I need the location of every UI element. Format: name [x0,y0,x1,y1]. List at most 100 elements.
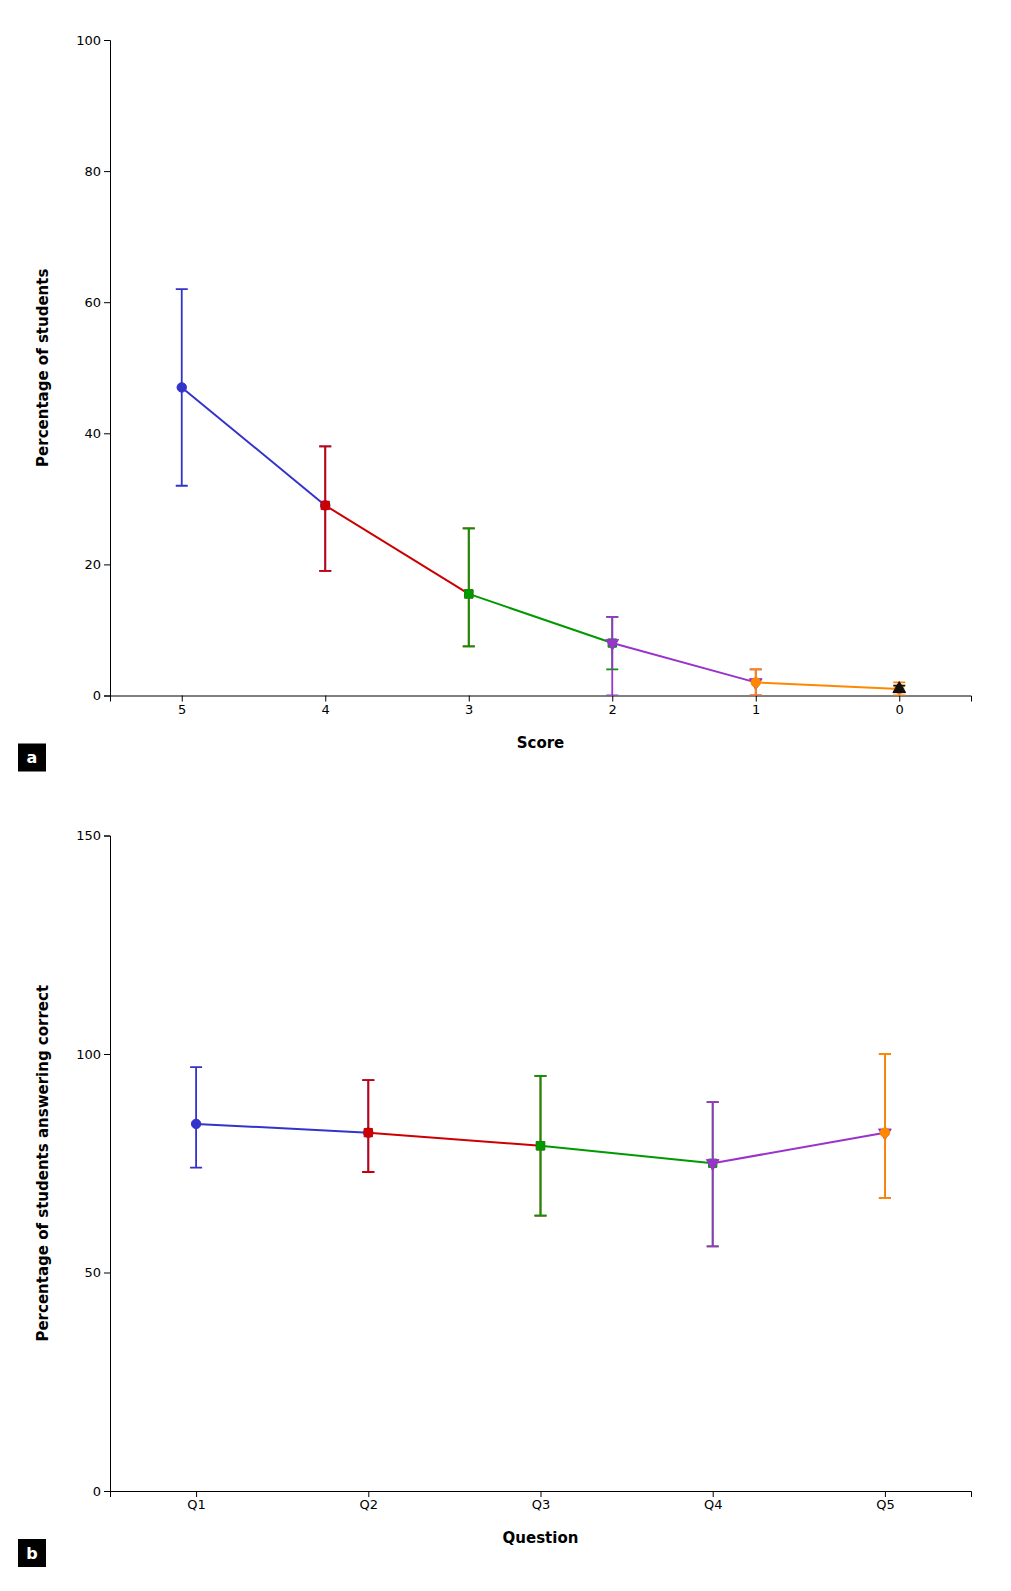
y-axis-line [104,836,111,1492]
y-axis: 050100150 [76,828,110,1498]
y-tick-label: 50 [84,1265,101,1280]
y-axis-title: Percentage of students [34,269,52,467]
point [465,590,473,598]
x-tick-mark [182,696,183,702]
y-axis: 0 20 40 60 80 100 [76,33,110,704]
point [364,1128,373,1137]
y-tick-mark [104,564,110,565]
x-tick-mark [541,1491,542,1497]
x-tick: Q1 [187,1491,206,1512]
x-tick: Q4 [704,1491,723,1512]
x-tick-label: Q4 [704,1497,723,1512]
error-bar [750,669,762,695]
point [321,501,329,509]
panel-label: b [26,1544,37,1563]
error-bar [176,289,188,486]
y-tick-mark [104,171,110,172]
error-bar [535,1076,547,1216]
y-tick: 150 [76,828,110,843]
error-bar [463,528,475,646]
x-tick-mark [756,696,757,702]
y-tick-label: 20 [84,557,101,572]
x-tick-mark [885,1491,886,1497]
y-tick: 100 [76,33,110,48]
panel: Q1Q2Q3Q4Q5050100150QuestionPercentage of… [18,828,972,1567]
x-tick-label: 5 [178,702,186,717]
x-axis: 543210 [111,696,972,717]
series-line [713,1133,885,1164]
point [880,1128,889,1137]
y-tick: 60 [84,295,110,310]
y-axis-line [104,41,111,697]
point [706,1160,719,1171]
y-tick: 50 [84,1265,110,1280]
error-bar [893,682,905,695]
figure: 543210020406080100ScorePercentage of stu… [0,0,1011,1591]
error-bar [190,1067,202,1168]
point [893,682,906,693]
series [750,669,906,695]
y-tick: 20 [84,557,110,572]
y-tick: 80 [84,164,110,179]
x-tick-label: Q5 [876,1497,895,1512]
x-axis-title: Score [517,734,565,752]
panel: 543210020406080100ScorePercentage of stu… [18,33,972,772]
series [463,528,619,669]
series [706,1054,891,1246]
series-line [325,505,469,593]
point [364,1128,372,1136]
x-axis-line [111,1492,972,1498]
x-tick-label: Q2 [360,1497,379,1512]
y-tick-mark [104,302,110,303]
y-tick: 0 [93,1484,110,1499]
x-tick: 1 [752,696,760,717]
point [321,501,330,510]
y-tick-mark [104,1273,110,1274]
error-bar [750,669,762,695]
x-tick: Q5 [876,1491,895,1512]
error-bar [319,446,331,571]
error-bar [606,617,618,696]
panel-label: a [27,748,38,767]
x-axis-title: Question [503,1529,579,1547]
x-tick: 3 [465,696,473,717]
y-tick-mark [104,836,110,837]
error-bar [879,1054,891,1198]
y-tick: 40 [84,426,110,441]
x-tick: 5 [178,696,186,717]
y-tick-label: 0 [93,1484,101,1499]
point [465,590,473,598]
point [177,383,186,392]
series [535,1076,719,1246]
series [893,682,906,693]
y-tick-mark [104,40,110,41]
x-tick-mark [368,1491,369,1497]
y-axis-title: Percentage of students answering correct [34,985,52,1342]
y-tick-label: 150 [76,828,101,843]
panel-label-box [18,744,46,772]
x-tick-mark [713,1491,714,1497]
series-line [182,387,326,505]
y-tick-label: 40 [84,426,101,441]
error-bar [319,446,331,571]
x-tick-label: Q1 [187,1497,206,1512]
point [536,1142,544,1150]
series-line [469,594,613,643]
x-tick: 0 [896,696,904,717]
x-axis-line [111,696,972,702]
plot-area [176,289,906,695]
y-tick-label: 80 [84,164,101,179]
y-tick-mark [104,433,110,434]
error-bar [707,1102,719,1246]
series [362,1076,546,1216]
point [751,678,760,687]
y-tick-label: 0 [93,688,101,703]
x-tick: 4 [322,696,330,717]
y-tick-label: 100 [76,33,101,48]
y-tick-mark [104,1491,110,1492]
error-bar [879,1054,891,1198]
x-tick-label: 1 [752,702,760,717]
x-tick-mark [469,696,470,702]
series-line [612,643,756,682]
x-tick-label: Q3 [532,1497,551,1512]
